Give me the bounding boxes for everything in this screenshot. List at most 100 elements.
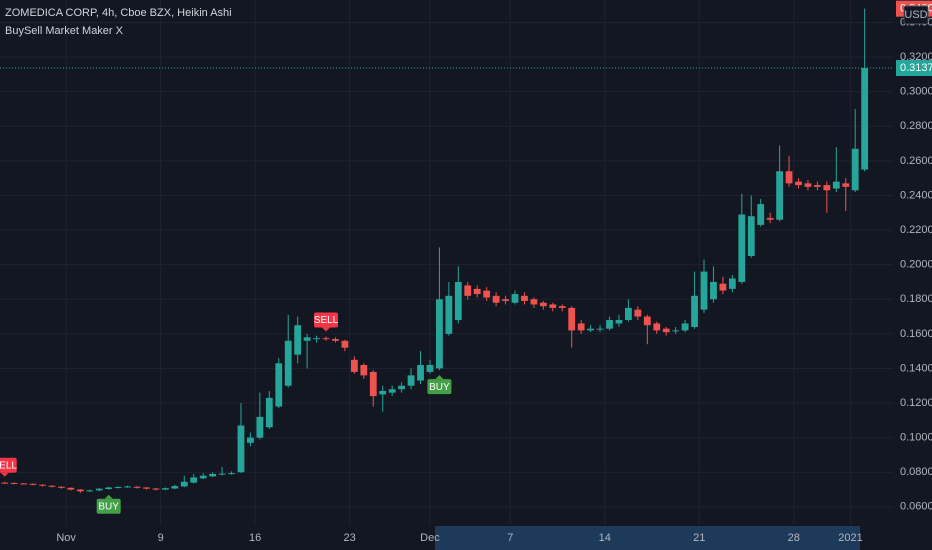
candle-body bbox=[1, 482, 9, 484]
currency[interactable]: USD bbox=[904, 9, 927, 21]
candle-body bbox=[681, 323, 689, 331]
y-tick-label: 0.1000 bbox=[900, 432, 932, 444]
candle-body bbox=[294, 325, 302, 355]
candle-body bbox=[48, 485, 56, 487]
x-tick-label: 7 bbox=[507, 532, 513, 544]
candle-body bbox=[218, 473, 226, 475]
x-tick-label: 21 bbox=[693, 532, 705, 544]
candle-body bbox=[691, 295, 698, 327]
indicator-name: BuySell Market Maker X bbox=[5, 25, 124, 37]
candle-body bbox=[795, 181, 802, 186]
y-tick-label: 0.2000 bbox=[900, 259, 932, 271]
signal-tag bbox=[427, 379, 452, 395]
candle-body bbox=[417, 364, 424, 381]
candle-body bbox=[851, 148, 859, 191]
candle-body bbox=[247, 437, 254, 443]
candle-body bbox=[143, 487, 150, 489]
signal-pointer bbox=[0, 472, 9, 477]
y-tick-label: 0.2400 bbox=[900, 189, 932, 201]
candle-body bbox=[464, 285, 472, 296]
candle-body bbox=[785, 171, 793, 184]
candle-body bbox=[303, 337, 311, 341]
candle-body bbox=[606, 320, 613, 329]
signal-pointer bbox=[104, 494, 113, 499]
candle-body bbox=[105, 487, 113, 490]
signal-label: SELL bbox=[314, 315, 339, 326]
candle-body bbox=[180, 481, 188, 487]
candle-body bbox=[407, 375, 415, 386]
candle-body bbox=[502, 299, 509, 301]
candle-body bbox=[473, 288, 481, 295]
candle-body bbox=[804, 183, 812, 187]
candle-body bbox=[388, 389, 396, 393]
candle-body bbox=[625, 307, 632, 321]
candle-body bbox=[171, 486, 179, 489]
candle-body bbox=[738, 214, 746, 282]
candle-body bbox=[577, 323, 585, 331]
candle-body bbox=[710, 281, 717, 300]
candle-body bbox=[190, 477, 198, 483]
y-tick-label: 0.1200 bbox=[900, 397, 932, 409]
date-range-highlight bbox=[435, 526, 860, 550]
candle-body bbox=[747, 216, 755, 257]
candle-body bbox=[124, 486, 131, 488]
candle-body bbox=[379, 390, 387, 395]
candle-body bbox=[558, 306, 566, 308]
candle-body bbox=[10, 482, 18, 484]
candle-body bbox=[275, 363, 283, 407]
candle-body bbox=[114, 486, 122, 488]
candle-body bbox=[492, 295, 500, 303]
candle-body bbox=[95, 488, 103, 491]
candle-body bbox=[76, 489, 84, 492]
candle-body bbox=[350, 359, 358, 372]
candle-body bbox=[436, 299, 443, 369]
y-tick-label: 0.3000 bbox=[900, 86, 932, 98]
y-tick-label: 0.2800 bbox=[900, 120, 932, 132]
candle-body bbox=[700, 271, 708, 310]
signal: BUY bbox=[427, 375, 452, 395]
candle-body bbox=[861, 67, 869, 170]
signal-label: BUY bbox=[98, 501, 119, 512]
candle-body bbox=[615, 320, 623, 324]
x-tick-label: 14 bbox=[599, 532, 611, 544]
candle-body bbox=[426, 364, 434, 372]
x-tick-label: 23 bbox=[344, 532, 356, 544]
candle-body bbox=[634, 309, 642, 317]
candle-body bbox=[728, 278, 736, 289]
candle-body bbox=[823, 185, 831, 191]
x-tick-label: 9 bbox=[158, 532, 164, 544]
candle-body bbox=[454, 281, 462, 321]
last-price-label: 0.3137 bbox=[900, 62, 932, 74]
candle-body bbox=[719, 283, 727, 291]
x-tick-label: 28 bbox=[788, 532, 800, 544]
last-price-tag bbox=[896, 59, 932, 76]
candle-body bbox=[483, 290, 491, 298]
candle-body bbox=[228, 473, 235, 475]
candle-body bbox=[662, 328, 670, 333]
candle-body bbox=[29, 483, 37, 485]
y-tick-label: 0.1400 bbox=[900, 362, 932, 374]
candle-body bbox=[39, 484, 46, 486]
signal-pointer bbox=[322, 327, 331, 332]
signal-pointer bbox=[435, 375, 444, 380]
candle-body bbox=[757, 204, 765, 225]
candle-body bbox=[313, 338, 320, 340]
candle-body bbox=[86, 490, 94, 492]
candle-body bbox=[284, 340, 292, 386]
candle-body bbox=[322, 338, 330, 340]
y-tick-label: 0.1600 bbox=[900, 328, 932, 340]
candle-body bbox=[842, 183, 850, 187]
candle-body bbox=[596, 328, 604, 330]
candle-body bbox=[521, 295, 528, 301]
candle-body bbox=[237, 425, 245, 473]
candle-body bbox=[672, 330, 680, 332]
candle-body bbox=[332, 339, 339, 341]
signal: SELL bbox=[314, 312, 339, 332]
signal-label: SELL bbox=[0, 460, 17, 471]
signal: SELL bbox=[0, 457, 17, 477]
candle-body bbox=[766, 217, 774, 220]
currency-box[interactable] bbox=[903, 5, 929, 25]
